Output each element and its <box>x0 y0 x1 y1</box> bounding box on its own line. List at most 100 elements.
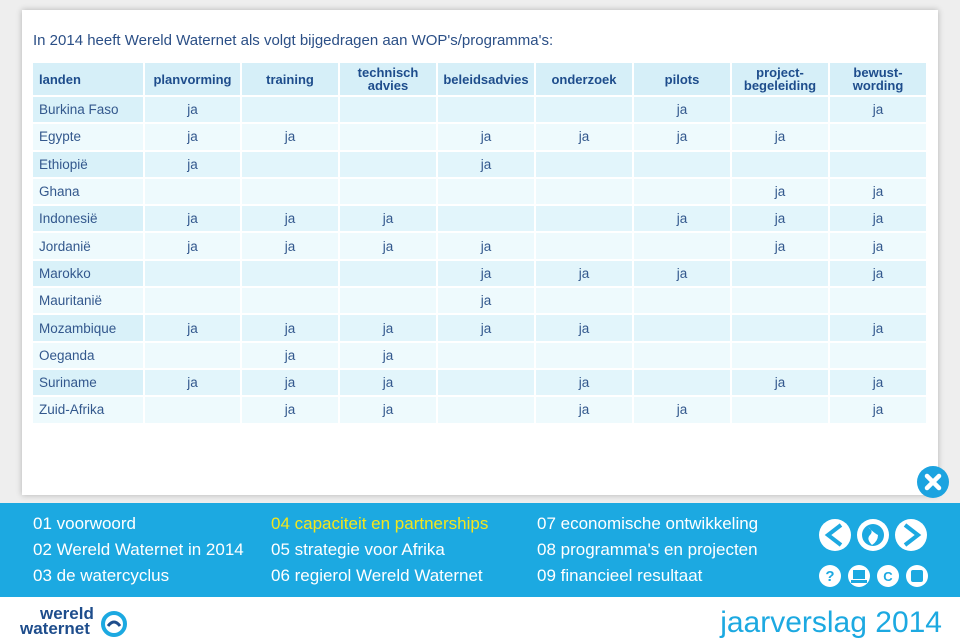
menu: ? C 01 voorwoord 02 Wereld Waternet in 20… <box>0 503 960 597</box>
copyright-icon: C <box>883 569 893 584</box>
table-cell: ja <box>830 97 928 125</box>
country-cell: Zuid-Afrika <box>33 397 145 425</box>
column-header: beleidsadvies <box>438 63 536 97</box>
table-cell: ja <box>438 124 536 152</box>
menu-item[interactable]: 05 strategie voor Afrika <box>271 540 445 559</box>
table-cell <box>242 151 340 179</box>
table-cell <box>634 315 732 343</box>
table-cell <box>536 151 634 179</box>
fullscreen-button[interactable] <box>906 565 928 587</box>
help-icon: ? <box>825 568 834 585</box>
table-cell: ja <box>830 206 928 234</box>
footer-title: jaarverslag 2014 <box>720 606 942 639</box>
column-header: landen <box>33 63 145 97</box>
table-cell: ja <box>634 260 732 289</box>
table-cell <box>438 178 536 207</box>
country-cell: Burkina Faso <box>33 97 145 125</box>
table-cell <box>830 288 928 316</box>
table-cell: ja <box>732 124 830 152</box>
table-cell <box>634 233 732 261</box>
prev-button[interactable] <box>819 519 851 551</box>
table-cell: ja <box>732 369 830 398</box>
table-cell: ja <box>536 397 634 425</box>
logo: wereld waternet <box>20 605 94 637</box>
globe-button[interactable] <box>857 519 889 551</box>
table-cell: ja <box>340 233 438 261</box>
table-cell: ja <box>634 206 732 234</box>
column-header: onderzoek <box>536 63 634 97</box>
table-cell: ja <box>438 260 536 289</box>
table-cell: ja <box>634 124 732 152</box>
table-cell <box>732 151 830 179</box>
table-cell: ja <box>145 315 242 343</box>
table-cell <box>732 342 830 370</box>
table-cell <box>145 342 242 370</box>
table-cell <box>438 397 536 425</box>
table-cell <box>340 97 438 125</box>
table-cell: ja <box>536 260 634 289</box>
country-cell: Ghana <box>33 178 145 207</box>
column-header: planvorming <box>145 63 242 97</box>
country-cell: Suriname <box>33 369 145 398</box>
panel: In 2014 heeft Wereld Waternet als volgt … <box>22 10 949 498</box>
table-cell <box>830 342 928 370</box>
nav-icons: ? C <box>819 519 928 587</box>
table-cell <box>145 397 242 425</box>
menu-item[interactable]: 01 voorwoord <box>33 514 137 533</box>
table-cell: ja <box>340 397 438 425</box>
table-cell: ja <box>438 151 536 179</box>
table-cell <box>634 288 732 316</box>
table-cell <box>732 288 830 316</box>
menu-item[interactable]: 08 programma's en projecten <box>537 540 758 559</box>
table-cell <box>536 206 634 234</box>
menu-item[interactable]: 03 de watercyclus <box>33 566 170 585</box>
table-cell: ja <box>536 124 634 152</box>
table-cell <box>438 369 536 398</box>
stage: In 2014 heeft Wereld Waternet als volgt … <box>0 0 960 503</box>
table-cell <box>438 97 536 125</box>
table-cell <box>536 178 634 207</box>
table-cell: ja <box>340 315 438 343</box>
print-button[interactable] <box>848 565 870 587</box>
next-button[interactable] <box>895 519 927 551</box>
help-button[interactable]: ? <box>819 565 841 587</box>
table-cell: ja <box>732 233 830 261</box>
table-cell <box>340 178 438 207</box>
table-cell <box>634 178 732 207</box>
table-cell <box>536 288 634 316</box>
country-cell: Jordanië <box>33 233 145 261</box>
menu-item[interactable]: 04 capaciteit en partnerships <box>271 514 489 533</box>
menu-item[interactable]: 07 economische ontwikkeling <box>537 514 759 533</box>
menu-item[interactable]: 09 financieel resultaat <box>537 566 703 585</box>
table-cell: ja <box>242 397 340 425</box>
table-cell: ja <box>340 369 438 398</box>
table-cell: ja <box>732 206 830 234</box>
copyright-button[interactable]: C <box>877 565 899 587</box>
table-cell: ja <box>438 288 536 316</box>
table-cell: ja <box>145 97 242 125</box>
close-button[interactable] <box>917 466 949 498</box>
country-cell: Indonesië <box>33 206 145 234</box>
column-header: training <box>242 63 340 97</box>
country-cell: Mauritanië <box>33 288 145 316</box>
table-cell: ja <box>830 369 928 398</box>
table-cell <box>634 369 732 398</box>
table-cell <box>340 124 438 152</box>
table-cell <box>634 151 732 179</box>
table-cell <box>536 342 634 370</box>
table-cell: ja <box>145 206 242 234</box>
table-cell <box>145 260 242 289</box>
table-cell <box>830 151 928 179</box>
table-cell: ja <box>830 315 928 343</box>
table-cell <box>340 260 438 289</box>
table-cell: ja <box>340 206 438 234</box>
menu-item[interactable]: 02 Wereld Waternet in 2014 <box>33 540 244 559</box>
table-cell: ja <box>242 233 340 261</box>
table-cell: ja <box>634 397 732 425</box>
table-cell: ja <box>536 315 634 343</box>
column-header: bewust- wording <box>830 63 928 97</box>
country-cell: Oeganda <box>33 342 145 370</box>
menu-item[interactable]: 06 regierol Wereld Waternet <box>271 566 483 585</box>
table-cell: ja <box>732 178 830 207</box>
